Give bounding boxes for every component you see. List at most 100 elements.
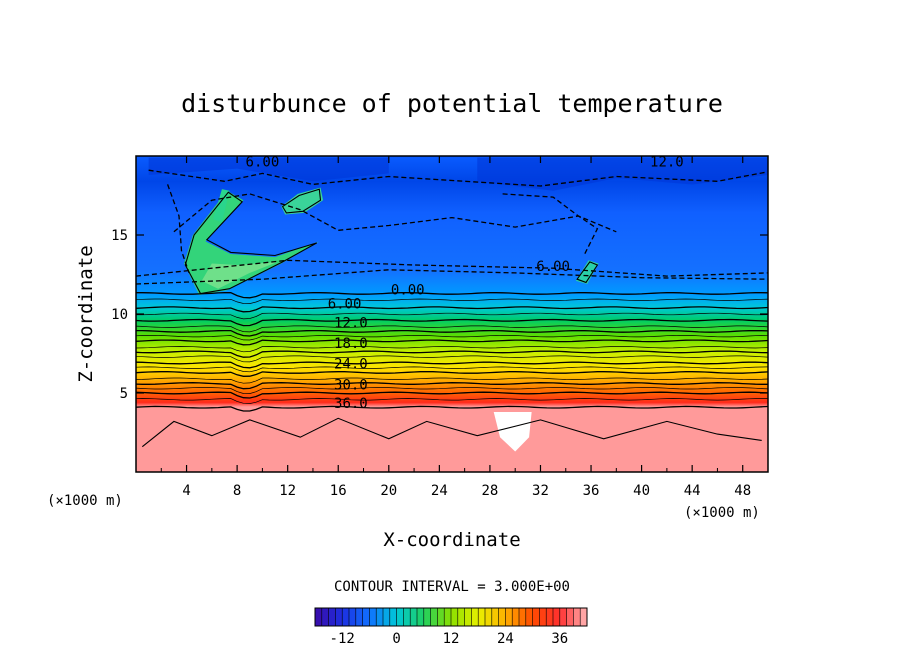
contour-line: [135, 339, 769, 346]
colorbar: [314, 607, 588, 627]
x-tick-label: 20: [380, 483, 397, 499]
colorbar-swatch: [471, 608, 479, 626]
contour-line-negative: [166, 184, 190, 274]
colorbar-swatch: [328, 608, 336, 626]
colorbar-swatch: [403, 608, 411, 626]
colorbar-tick-label: 12: [443, 631, 460, 647]
contour-lines: [135, 169, 769, 448]
colorbar-tick-label: -12: [330, 631, 355, 647]
x-tick-label: 24: [431, 483, 448, 499]
white-gap: [493, 411, 532, 452]
colorbar-swatch: [519, 608, 527, 626]
colorbar-swatch: [430, 608, 438, 626]
colorbar-swatch: [491, 608, 499, 626]
colorbar-swatch: [546, 608, 554, 626]
x-tick-label: 48: [734, 483, 751, 499]
contour-line: [136, 329, 769, 337]
contour-line: [135, 405, 769, 412]
contour-line: [135, 350, 769, 358]
x-axis: 4 8 12 16 20 24 28 32 36 40 44 48: [160, 156, 751, 499]
contour-label: 6.00: [536, 259, 570, 275]
contour-label: 24.0: [334, 357, 368, 373]
y-tick-label: 15: [111, 228, 128, 244]
top-dark-right: [477, 157, 768, 191]
colorbar-swatch: [457, 608, 465, 626]
x-tick-label: 40: [633, 483, 650, 499]
contour-line: [135, 361, 769, 369]
colorbar-tick-label: 24: [497, 631, 514, 647]
colorbar-tick-label: 0: [392, 631, 400, 647]
colorbar-swatch: [362, 608, 370, 626]
cloud-blob: [281, 187, 324, 215]
contour-label: 18.0: [334, 336, 368, 352]
contour-line: [135, 346, 769, 353]
colorbar-swatch: [451, 608, 459, 626]
x-tick-label: 12: [279, 483, 296, 499]
x-tick-label: 16: [330, 483, 347, 499]
contour-line-negative: [148, 169, 769, 187]
contour-line: [135, 334, 769, 341]
contour-line-negative: [135, 269, 769, 285]
colorbar-swatch: [512, 608, 520, 626]
contour-label: 12.0: [650, 154, 684, 170]
contour-line: [135, 366, 769, 373]
colorbar-swatch: [539, 608, 547, 626]
colorbar-tick-label: 36: [551, 631, 568, 647]
colorbar-swatch: [396, 608, 404, 626]
colorbar-swatch: [423, 608, 431, 626]
field-background: [136, 156, 768, 472]
x-tick-label: 28: [481, 483, 498, 499]
colorbar-frame: [314, 607, 588, 627]
contour-line-negative: [135, 259, 769, 277]
colorbar-swatch: [389, 608, 397, 626]
y-axis: 5 10 15: [111, 228, 768, 402]
contour-line-negative: [173, 193, 617, 233]
colorbar-swatch: [464, 608, 472, 626]
x-tick-label: 4: [182, 483, 190, 499]
colorbar-swatch: [444, 608, 452, 626]
colorbar-swatch: [478, 608, 486, 626]
colorbar-swatch: [321, 608, 329, 626]
colorbar-swatch: [383, 608, 391, 626]
colorbar-swatch: [355, 608, 363, 626]
contour-line: [135, 391, 769, 399]
contour-line: [135, 387, 769, 394]
colorbar-swatch: [376, 608, 384, 626]
colorbar-ticks: -12 0 12 24 36: [330, 631, 569, 647]
contour-line: [135, 371, 769, 377]
top-dark-left: [148, 157, 389, 182]
contour-label: 12.0: [334, 316, 368, 332]
colorbar-swatch: [342, 608, 350, 626]
right-blob: [575, 260, 599, 284]
x-unit-right: (×1000 m): [684, 505, 760, 521]
colorbar-swatch: [485, 608, 493, 626]
contour-line: [135, 355, 769, 363]
colorbar-swatch: [417, 608, 425, 626]
x-tick-label: 44: [684, 483, 701, 499]
colorbar-swatch: [498, 608, 506, 626]
field-features: [148, 157, 768, 452]
plume-upper: [213, 189, 230, 223]
contour-line: [135, 382, 768, 390]
x-tick-label: 32: [532, 483, 549, 499]
contour-line: [135, 398, 769, 404]
colorbar-swatch: [335, 608, 343, 626]
contour-line-positive: [184, 191, 318, 295]
contour-line-positive: [281, 188, 322, 214]
x-tick-label: 8: [233, 483, 241, 499]
plume-core: [201, 261, 278, 289]
colorbar-swatch: [369, 608, 377, 626]
contour-line: [135, 306, 769, 313]
x-axis-label: X-coordinate: [383, 529, 520, 551]
contour-label: 6.00: [246, 154, 280, 170]
contour-interval-label: CONTOUR INTERVAL = 3.000E+00: [334, 579, 570, 595]
y-tick-label: 10: [111, 307, 128, 323]
colorbar-swatch: [349, 608, 357, 626]
colorbar-swatch: [566, 608, 574, 626]
colorbar-swatch: [553, 608, 561, 626]
contour-line-positive: [576, 261, 599, 284]
contour-line-positive: [141, 417, 762, 448]
colorbar-swatch: [315, 608, 323, 626]
colorbar-swatch: [525, 608, 533, 626]
